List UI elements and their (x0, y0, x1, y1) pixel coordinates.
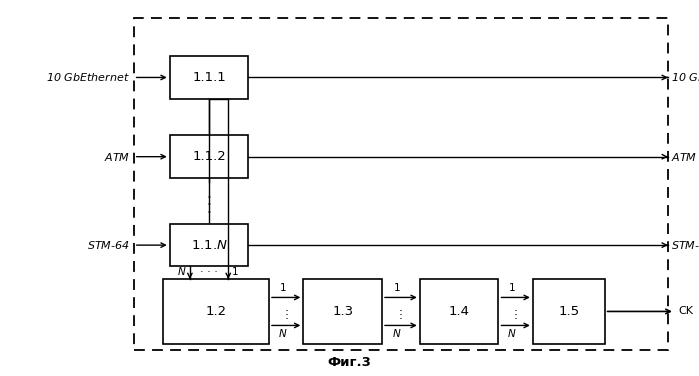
Text: .: . (284, 309, 288, 321)
Text: Фиг.3: Фиг.3 (328, 356, 371, 368)
Text: .: . (207, 186, 212, 201)
Text: 1.1.$N$: 1.1.$N$ (191, 239, 227, 252)
Bar (303, 279, 382, 344)
Text: 1: 1 (231, 267, 238, 277)
Bar (170, 56, 248, 99)
Bar (170, 224, 248, 266)
Text: $N$: $N$ (278, 327, 287, 339)
Text: 1.4: 1.4 (449, 305, 470, 318)
Text: $ATM$: $ATM$ (104, 151, 130, 163)
Text: 1: 1 (509, 283, 515, 293)
Text: .: . (207, 201, 212, 216)
Text: 1.5: 1.5 (558, 305, 579, 318)
Text: 10 $GbEthernet$: 10 $GbEthernet$ (46, 71, 130, 83)
Text: 1: 1 (394, 283, 401, 293)
Text: $STM$-64: $STM$-64 (672, 239, 699, 251)
Text: .: . (207, 193, 212, 208)
Text: .: . (284, 305, 288, 318)
Text: $ATM$: $ATM$ (672, 151, 698, 163)
Text: $N$: $N$ (392, 327, 402, 339)
Text: . . .: . . . (200, 264, 218, 274)
Text: 1.2: 1.2 (206, 305, 226, 318)
Bar (533, 279, 605, 344)
Text: CK: CK (678, 306, 693, 317)
Text: $N$: $N$ (177, 265, 187, 277)
Text: .: . (399, 309, 403, 321)
Text: 1.1.2: 1.1.2 (192, 150, 226, 163)
Text: $N$: $N$ (507, 327, 517, 339)
Text: $STM$-64: $STM$-64 (87, 239, 130, 251)
Bar (134, 18, 668, 350)
Text: .: . (514, 309, 518, 321)
Text: 1.1.1: 1.1.1 (192, 71, 226, 84)
Text: .: . (514, 305, 518, 318)
Text: 10 $GbEthernet$: 10 $GbEthernet$ (672, 71, 699, 83)
Bar (163, 279, 269, 344)
Text: .: . (284, 301, 288, 314)
Text: .: . (399, 301, 403, 314)
Bar (419, 279, 498, 344)
Text: 1.3: 1.3 (332, 305, 353, 318)
Text: .: . (399, 305, 403, 318)
Bar (170, 135, 248, 178)
Text: .: . (514, 301, 518, 314)
Text: 1: 1 (280, 283, 286, 293)
